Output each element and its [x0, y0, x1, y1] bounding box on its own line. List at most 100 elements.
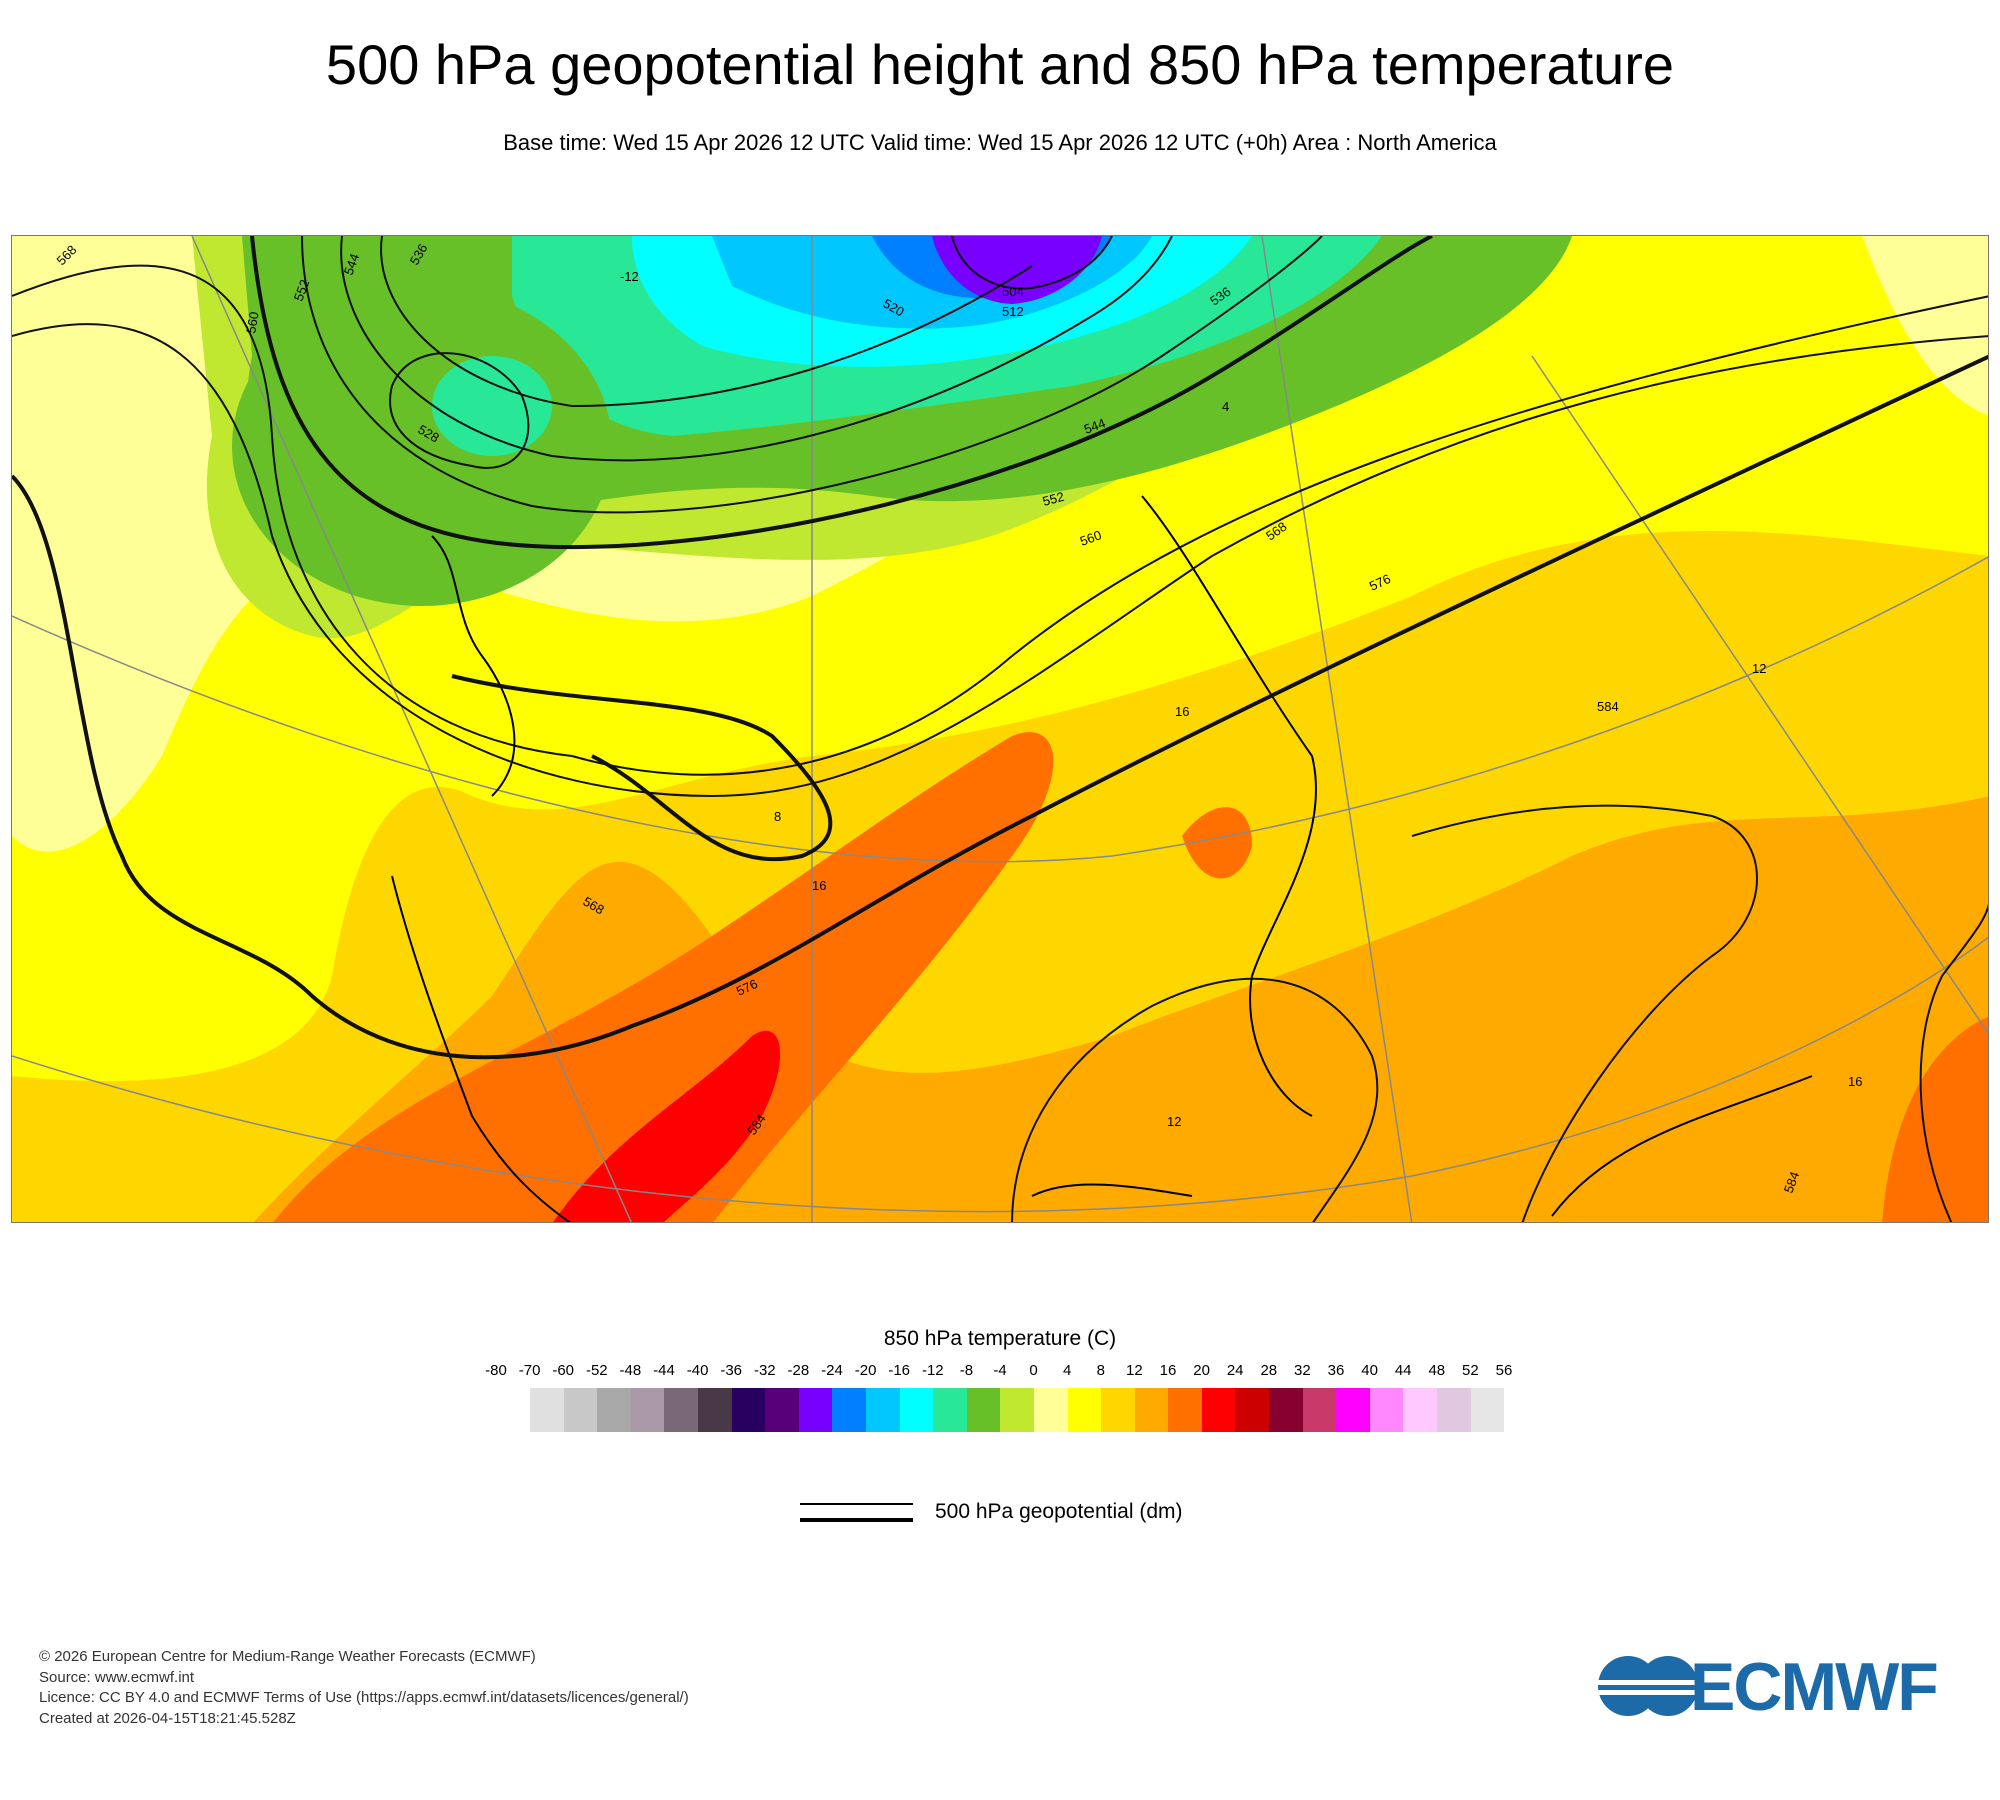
- temperature-label: 16: [1175, 704, 1189, 719]
- colorbar-tick-label: -12: [921, 1362, 944, 1379]
- colorbar-tick-label: 56: [1495, 1362, 1513, 1379]
- colorbar-tick-label: 20: [1193, 1362, 1210, 1379]
- colorbar-swatch: [664, 1388, 698, 1432]
- colorbar-swatch: [563, 1388, 598, 1432]
- colorbar-swatch: [1437, 1388, 1471, 1432]
- colorbar-swatch: [1134, 1388, 1169, 1432]
- colorbar-tick-label: 28: [1260, 1362, 1278, 1379]
- thin-line-sample: [800, 1503, 913, 1505]
- temperature-label: -12: [620, 269, 639, 284]
- contour-label: 584: [1597, 699, 1619, 714]
- colorbar-swatch: [1067, 1388, 1102, 1432]
- contour-label: 512: [1002, 304, 1024, 319]
- temp-field-orange-band: [273, 732, 1054, 1222]
- colorbar-swatch: [832, 1388, 866, 1432]
- contour-label: 552: [1041, 489, 1066, 509]
- temperature-label: 12: [1167, 1114, 1181, 1129]
- colorbar-tick-label: 40: [1361, 1362, 1378, 1379]
- colorbar-tick-label: -40: [686, 1362, 709, 1379]
- colorbar-swatch: [597, 1388, 631, 1432]
- colorbar-swatch: [1302, 1388, 1337, 1432]
- colorbar-tick-label: 52: [1462, 1362, 1479, 1379]
- geopotential-contours: [12, 236, 1988, 1222]
- contour-label: 560: [1078, 527, 1104, 549]
- colorbar-tick-label: 0: [1029, 1362, 1038, 1379]
- colorbar-tick-label: 48: [1428, 1362, 1446, 1379]
- thick-line-sample: [800, 1518, 913, 1522]
- footer-created: Created at 2026-04-15T18:21:45.528Z: [39, 1709, 296, 1727]
- ecmwf-logo-text: ECMWF: [1690, 1649, 1939, 1725]
- footer-licence: Licence: CC BY 4.0 and ECMWF Terms of Us…: [39, 1689, 689, 1706]
- colorbar-tick-label: -48: [619, 1362, 642, 1379]
- colorbar-tick-label: -4: [993, 1362, 1007, 1379]
- colorbar-tick-label: -8: [959, 1362, 974, 1379]
- colorbar-swatch: [933, 1388, 967, 1432]
- colorbar-swatch: [1269, 1388, 1303, 1432]
- weather-map[interactable]: 568 560 552 544 536 528 520 512 504 576 …: [11, 235, 1989, 1223]
- colorbar-swatch: [630, 1388, 665, 1432]
- colorbar-swatch: [899, 1388, 934, 1432]
- colorbar-swatch: [1336, 1388, 1370, 1432]
- graticule: [12, 236, 1988, 1222]
- colorbar-swatch: [765, 1388, 799, 1432]
- colorbar-tick-label: 24: [1226, 1362, 1244, 1379]
- contour-label: 552: [291, 278, 313, 304]
- colorbar-swatch: [1201, 1388, 1236, 1432]
- colorbar-tick-labels: -80 -70 -60 -52 -48 -44 -40 -36 -32 -28 -24 -20 -16-…: [470, 1362, 1530, 1384]
- colorbar-swatch: [1101, 1388, 1135, 1432]
- colorbar-tick-label: 36: [1327, 1362, 1345, 1379]
- temperature-label: 8: [774, 809, 781, 824]
- colorbar-tick-label: -44: [653, 1362, 675, 1379]
- colorbar-tick-label: 44: [1394, 1362, 1412, 1379]
- colorbar-swatch: [865, 1388, 900, 1432]
- temp-field-violet: [932, 236, 1102, 304]
- temperature-label: 4: [1222, 399, 1229, 414]
- colorbar-swatch: [1000, 1388, 1034, 1432]
- contour-label: 544: [1082, 415, 1108, 437]
- temp-field-alaska-green: [232, 286, 612, 606]
- colorbar-title: 850 hPa temperature (C): [883, 1327, 1117, 1350]
- footer: © 2026 European Centre for Medium-Range …: [39, 1647, 689, 1729]
- temperature-label: 16: [1848, 1074, 1862, 1089]
- colorbar-swatch: [1033, 1388, 1068, 1432]
- colorbar-swatch: [530, 1388, 564, 1432]
- colorbar-swatch: [1235, 1388, 1270, 1432]
- colorbar-tick-label: -60: [552, 1362, 575, 1379]
- page-subtitle: Base time: Wed 15 Apr 2026 12 UTC Valid …: [503, 130, 1497, 155]
- footer-copyright: © 2026 European Centre for Medium-Range …: [39, 1648, 536, 1665]
- colorbar-swatch: [697, 1388, 732, 1432]
- colorbar: [530, 1388, 1505, 1432]
- contour-label: 544: [341, 252, 363, 278]
- colorbar-tick-label: 4: [1063, 1362, 1072, 1379]
- colorbar-tick-label: -36: [720, 1362, 743, 1379]
- temperature-label: 16: [812, 878, 826, 893]
- contour-label: 560: [243, 311, 262, 335]
- colorbar-swatch: [798, 1388, 833, 1432]
- colorbar-tick-label: 8: [1096, 1362, 1105, 1379]
- colorbar-swatch: [1168, 1388, 1202, 1432]
- colorbar-tick-label: 32: [1294, 1362, 1311, 1379]
- colorbar-swatch: [1369, 1388, 1404, 1432]
- colorbar-swatch: [1403, 1388, 1438, 1432]
- contour-label: 584: [1781, 1170, 1803, 1196]
- colorbar-tick-label: -80: [485, 1362, 507, 1379]
- page-title: 500 hPa geopotential height and 850 hPa …: [325, 33, 1675, 96]
- coastlines: [391, 495, 1813, 1222]
- geopotential-line-sample: [800, 1500, 913, 1522]
- colorbar-tick-label: -32: [753, 1362, 776, 1379]
- colorbar-tick-label: -24: [821, 1362, 843, 1379]
- contour-label: 504: [1002, 284, 1024, 299]
- colorbar-tick-label: -52: [585, 1362, 608, 1379]
- colorbar-tick-label: 12: [1126, 1362, 1143, 1379]
- legend-label: 500 hPa geopotential (dm): [935, 1500, 1183, 1523]
- ecmwf-logo-icon: [1596, 1656, 1706, 1716]
- temperature-label: 12: [1752, 661, 1766, 676]
- colorbar-tick-label: -20: [854, 1362, 877, 1379]
- colorbar-tick-label: -28: [787, 1362, 810, 1379]
- colorbar-tick-label: -70: [518, 1362, 541, 1379]
- colorbar-swatch: [1470, 1388, 1505, 1432]
- footer-source: Source: www.ecmwf.int: [39, 1668, 195, 1686]
- colorbar-tick-label: 16: [1159, 1362, 1177, 1379]
- colorbar-swatch: [966, 1388, 1001, 1432]
- colorbar-swatch: [731, 1388, 766, 1432]
